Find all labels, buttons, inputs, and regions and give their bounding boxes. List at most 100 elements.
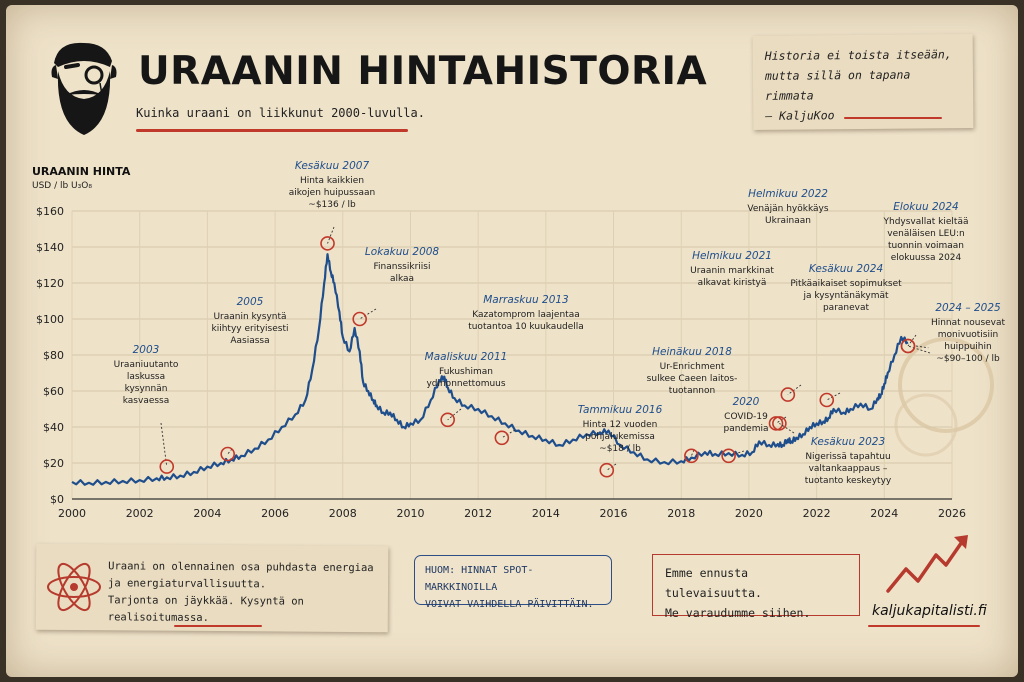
annotation-text: aikojen huipussaan (289, 188, 375, 198)
x-tick-label: 2004 (193, 507, 221, 520)
info-underline (174, 625, 262, 627)
annotation-marker (320, 236, 335, 251)
y-tick-label: $120 (36, 277, 64, 290)
x-tick-label: 2006 (261, 507, 289, 520)
annotation-text: ~$18 / lb (599, 444, 641, 454)
annotation-text: laskussa (127, 372, 165, 382)
annotation-marker (599, 462, 615, 478)
annotation-leader (606, 463, 617, 471)
y-axis-unit: USD / lb U₃O₈ (32, 181, 92, 191)
price-chart: $0 $20 $40 $60 $80 $100 $120 $140 $160 2000 2002 20… (36, 160, 1006, 520)
annotation-text: Hinta 12 vuoden (583, 420, 658, 430)
forecast-line-2: Me varaudumme siihen. (665, 606, 811, 620)
x-tick-label: 2008 (329, 507, 357, 520)
x-tick-label: 2016 (600, 507, 628, 520)
annotation-title: Helmikuu 2022 (748, 188, 828, 200)
annotation-title: Kesäkuu 2024 (809, 263, 883, 275)
annotation-title: Kesäkuu 2023 (811, 436, 885, 448)
annotation-marker (768, 416, 784, 431)
x-tick-label: 2000 (58, 507, 86, 520)
website-url[interactable]: kaljukapitalisti.fi (872, 603, 987, 619)
annotation-leader (227, 448, 233, 455)
x-tick-label: 2024 (870, 507, 898, 520)
annotation-marker (352, 311, 367, 327)
annotation-marker (684, 448, 699, 464)
price-line (71, 253, 909, 486)
page-subtitle: Kuinka uraani on liikkunut 2000-luvulla. (136, 106, 425, 120)
annotation-text: Yhdysvallat kieltää (883, 217, 969, 227)
info-line-3: Tarjonta on jäykkää. Kysyntä on realisoi… (107, 594, 304, 624)
annotation-marker (772, 416, 787, 431)
forecast-line-1: Emme ennusta tulevaisuutta. (665, 566, 762, 600)
y-axis-title: URAANIN HINTA (32, 165, 131, 178)
annotation-text: sulkee Caeen laitos- (647, 374, 738, 384)
annotation-leader (826, 392, 841, 401)
annotation-text: Uraanin markkinat (690, 266, 774, 276)
x-tick-label: 2020 (735, 507, 763, 520)
chart-axes: $0 $20 $40 $60 $80 $100 $120 $140 $160 2000 2002 20… (36, 205, 966, 520)
annotation-text: alkavat kiristyä (698, 278, 767, 288)
annotation-marker (780, 387, 796, 402)
annotation-marker (819, 392, 835, 408)
info-line-2: ja energiaturvallisuutta. (107, 577, 267, 591)
annotation-text: paranevat (823, 303, 870, 313)
annotation-leader (728, 450, 745, 457)
y-tick-label: $80 (43, 349, 64, 362)
annotation-leader (359, 308, 377, 320)
annotation-marker (159, 459, 175, 474)
annotation-leader (160, 422, 168, 467)
annotation-text: Venäjän hyökkäys (747, 204, 828, 214)
notice-line-1: HUOM: HINNAT SPOT-MARKKINOILLA (425, 565, 534, 593)
x-tick-label: 2018 (667, 507, 695, 520)
y-tick-label: $0 (50, 493, 64, 506)
annotation-leader (690, 449, 695, 456)
x-tick-label: 2022 (803, 507, 831, 520)
annotation-text: kysynnän (125, 384, 168, 394)
y-tick-label: $100 (36, 313, 64, 326)
x-tick-label: 2002 (126, 507, 154, 520)
subtitle-underline (136, 129, 408, 132)
annotation-title: Tammikuu 2016 (578, 404, 663, 416)
annotation-text: Kazatomprom laajentaa (472, 310, 579, 320)
annotation-leader (327, 226, 335, 244)
annotation-text: Nigerissä tapahtuu (805, 452, 890, 462)
annotation-title: Marraskuu 2013 (483, 294, 568, 306)
annotation-text: pohjalukemissa (585, 432, 655, 442)
bearded-man-logo-icon (51, 42, 117, 135)
annotation-title: 2024 – 2025 (935, 302, 1001, 314)
chart-annotations: 2003 Uraaniuutanto laskussa kysynnän kasvaes… (114, 160, 1006, 486)
infographic-page: URAANIN HINTAHISTORIA Kuinka uraani on l… (6, 5, 1018, 677)
y-tick-label: $40 (43, 421, 64, 434)
annotation-marker (494, 430, 510, 446)
site-underline (868, 625, 980, 627)
annotation-text: tuotanto keskeytyy (805, 476, 892, 486)
rising-arrow-icon (886, 535, 968, 593)
annotation-title: Maaliskuu 2011 (425, 351, 508, 363)
annotation-text: monivuotisiin (938, 330, 998, 340)
annotation-leader (501, 429, 516, 439)
annotation-text: kiihtyy erityisesti (212, 324, 289, 334)
annotation-marker (440, 412, 455, 428)
page-title: URAANIN HINTAHISTORIA (138, 49, 708, 94)
notice-line-2: VOIVAT VAIHDELLA PÄIVITTÄIN. (425, 599, 594, 610)
annotation-leader (787, 384, 802, 395)
annotation-title: 2020 (733, 396, 760, 408)
x-tick-label: 2026 (938, 507, 966, 520)
x-tick-label: 2012 (464, 507, 492, 520)
annotation-text: tuotannon (669, 386, 715, 396)
forecast-box: Emme ennusta tulevaisuutta. Me varaudumm… (652, 554, 860, 620)
annotation-marker (900, 338, 916, 354)
annotation-text: Finanssikriisi (374, 262, 431, 272)
x-tick-label: 2014 (532, 507, 560, 520)
info-line-1: Uraani on olennainen osa puhdasta energi… (108, 560, 374, 575)
annotation-title: 2005 (237, 296, 264, 308)
x-tick-label: 2010 (396, 507, 424, 520)
annotation-leader (915, 345, 929, 349)
annotation-text: Hinta kaikkien (300, 176, 364, 186)
price-series (71, 253, 909, 486)
annotation-text: Uraaniuutanto (114, 360, 179, 370)
annotation-title: 2003 (133, 344, 160, 356)
annotation-marker (721, 448, 736, 464)
annotation-leader (779, 423, 795, 434)
y-tick-label: $140 (36, 241, 64, 254)
